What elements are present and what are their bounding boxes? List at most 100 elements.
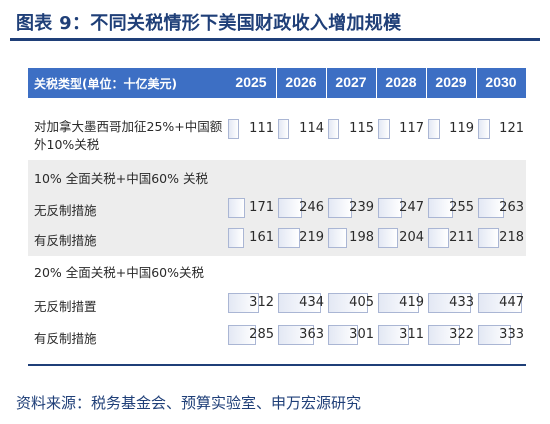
source-note: 资料来源：税务基金会、预算实验室、申万宏源研究 — [16, 394, 362, 412]
data-bar — [278, 198, 302, 218]
value-cell: 285 — [228, 325, 278, 345]
value-cell: 171 — [228, 198, 278, 218]
data-bar — [228, 228, 244, 248]
year-header: 2026 — [285, 74, 317, 90]
value-cell: 247 — [378, 198, 428, 218]
figure-title: 图表 9：不同关税情形下美国财政收入增加规模 — [16, 13, 402, 34]
data-bar — [478, 325, 511, 345]
data-bar — [378, 119, 390, 139]
value-cell: 246 — [278, 198, 328, 218]
data-bar — [378, 228, 398, 248]
data-bar — [328, 293, 368, 313]
value-text: 204 — [399, 230, 424, 245]
value-text: 322 — [449, 327, 474, 342]
data-bar — [228, 119, 239, 139]
value-text: 363 — [299, 327, 324, 342]
value-text: 115 — [349, 121, 374, 136]
row-label-line2: 外10%关税 — [34, 137, 100, 152]
value-cell: 111 — [228, 119, 278, 139]
scenario-row-25pct: 对加拿大墨西哥加征25%+中国额 外10%关税 111 114 115 117 119 1… — [28, 108, 526, 160]
bottom-rule — [28, 364, 526, 366]
header-divider — [326, 68, 327, 98]
value-cell: 239 — [328, 198, 378, 218]
value-cell: 363 — [278, 325, 328, 345]
value-cell: 119 — [428, 119, 478, 139]
value-cell: 419 — [378, 293, 428, 313]
value-text: 285 — [249, 327, 274, 342]
value-text: 218 — [499, 230, 524, 245]
row-label: 无反制措置 — [34, 299, 97, 314]
row-label-line1: 对加拿大墨西哥加征25%+中国额 — [34, 119, 223, 134]
data-bar — [228, 325, 256, 345]
value-text: 433 — [449, 295, 474, 310]
header-divider — [476, 68, 477, 98]
data-bar — [428, 198, 453, 218]
value-text: 161 — [249, 230, 274, 245]
value-cell: 255 — [428, 198, 478, 218]
data-bar — [328, 228, 347, 248]
value-text: 119 — [449, 121, 474, 136]
scenario-group-20pct: 20% 全面关税+中国60%关税 无反制措置 有反制措施 312 434 405 41… — [28, 256, 526, 354]
value-text: 312 — [249, 295, 274, 310]
value-text: 171 — [249, 200, 274, 215]
value-cell: 433 — [428, 293, 478, 313]
value-text: 247 — [399, 200, 424, 215]
data-bar — [228, 293, 259, 313]
value-cell: 115 — [328, 119, 378, 139]
data-bar — [478, 228, 499, 248]
year-header: 2025 — [235, 74, 267, 90]
value-text: 311 — [399, 327, 424, 342]
value-cell: 114 — [278, 119, 328, 139]
value-text: 419 — [399, 295, 424, 310]
header-divider — [426, 68, 427, 98]
data-bar — [328, 198, 352, 218]
header-divider — [376, 68, 377, 98]
value-text: 121 — [499, 121, 524, 136]
data-bar — [378, 293, 419, 313]
group-title: 20% 全面关税+中国60%关税 — [34, 265, 205, 280]
value-text: 255 — [449, 200, 474, 215]
value-text: 117 — [399, 121, 424, 136]
data-bar — [428, 325, 460, 345]
value-cell: 447 — [478, 293, 528, 313]
data-bar — [328, 325, 358, 345]
value-cell: 434 — [278, 293, 328, 313]
table-header: 关税类型(单位：十亿美元) 2025 2026 2027 2028 2029 2… — [28, 68, 526, 98]
value-cell: 219 — [278, 228, 328, 248]
row-label: 无反制措施 — [34, 203, 97, 218]
data-bar — [228, 198, 245, 218]
data-bar — [278, 119, 289, 139]
group-title: 10% 全面关税+中国60% 关税 — [34, 171, 208, 186]
value-cell: 405 — [328, 293, 378, 313]
value-text: 111 — [249, 121, 274, 136]
value-text: 333 — [499, 327, 524, 342]
data-bar — [278, 228, 300, 248]
value-text: 219 — [299, 230, 324, 245]
row-label: 有反制措施 — [34, 331, 97, 346]
data-bar — [278, 293, 321, 313]
data-bar — [428, 119, 440, 139]
value-text: 239 — [349, 200, 374, 215]
top-rule — [10, 38, 540, 41]
value-cell: 211 — [428, 228, 478, 248]
value-text: 246 — [299, 200, 324, 215]
header-label: 关税类型(单位：十亿美元) — [34, 77, 177, 91]
data-bar — [378, 325, 409, 345]
data-bar — [478, 198, 504, 218]
value-cell: 311 — [378, 325, 428, 345]
value-text: 447 — [499, 295, 524, 310]
year-header: 2029 — [435, 74, 467, 90]
value-text: 211 — [449, 230, 474, 245]
year-header: 2030 — [485, 74, 517, 90]
data-bar — [478, 293, 522, 313]
data-bar — [478, 119, 490, 139]
value-text: 301 — [349, 327, 374, 342]
value-cell: 312 — [228, 293, 278, 313]
value-cell: 204 — [378, 228, 428, 248]
row-label: 有反制措施 — [34, 233, 97, 248]
data-bar — [328, 119, 339, 139]
header-divider — [276, 68, 277, 98]
year-header: 2027 — [335, 74, 367, 90]
value-text: 434 — [299, 295, 324, 310]
scenario-group-10pct: 10% 全面关税+中国60% 关税 无反制措施 有反制措施 171 246 239 2… — [28, 160, 526, 256]
